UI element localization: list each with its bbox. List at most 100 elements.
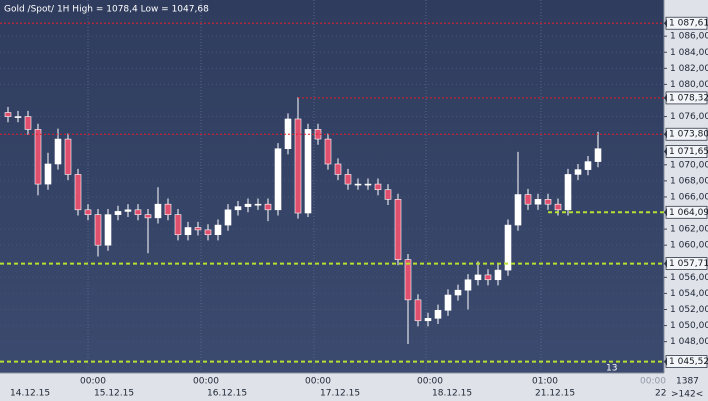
candle-body [504,224,512,271]
candle-body [74,174,82,211]
candle-body [234,206,242,211]
candle-body [374,183,382,191]
candle-body [144,214,152,219]
x-time-label: 00:00 [80,377,106,387]
candle-body [564,174,572,211]
candle-body [354,183,362,186]
candle-body [494,269,502,281]
candle-body [274,148,282,211]
level-label: 1 073,80 [669,130,708,140]
y-tick-label: 1 082,00 [670,64,708,74]
candle-body [184,227,192,236]
level-pointer [664,208,667,217]
candle-body [324,138,332,165]
level-pointer [664,19,667,28]
x-time-label: 00:00 [417,377,443,387]
candle-body [174,214,182,236]
level-label: 1 078,32 [669,93,708,103]
candle-body [294,118,302,214]
x-date-label: 14.12.15 [10,389,50,399]
level-label: 1 057,71 [669,259,708,269]
candle-body [464,279,472,291]
candle-body [594,148,602,162]
candle-body [334,163,342,175]
level-label: 1 087,61 [669,19,708,29]
y-tick-label: 1 056,00 [670,273,708,283]
y-tick-label: 1 066,00 [670,192,708,202]
candle-body [34,129,42,185]
candle-body [114,211,122,215]
level-pointer [664,93,667,102]
candle-body [64,138,72,175]
candle-body [534,199,542,205]
x-date-label: 18.12.15 [432,389,472,399]
y-tick-label: 1 048,00 [670,337,708,347]
candle-body [574,169,582,175]
y-tick-label: 1 062,00 [670,225,708,235]
level-label: 1 064,09 [669,208,708,218]
candle-body [484,274,492,281]
y-tick-label: 1 068,00 [670,176,708,186]
candle-body [4,112,12,117]
y-tick-label: 1 076,00 [670,112,708,122]
candle-body [384,189,392,200]
candle-body [164,203,172,215]
candle-body [434,309,442,319]
candle-body [104,214,112,246]
candle-body [404,259,412,301]
x-time-label: 01:00 [532,377,558,387]
x-date-label: 17.12.15 [320,389,360,399]
candle-body [214,224,222,236]
x-date-label: 21.12.15 [535,389,575,399]
candle-body [264,203,272,211]
level-pointer [664,130,667,139]
y-axis-strip [664,0,708,401]
candle-body [474,274,482,281]
candle-body [444,294,452,311]
y-tick-label: 1 060,00 [670,241,708,251]
plot-background [0,0,664,373]
corner-label: >142< [671,390,703,400]
candle-body [154,203,162,219]
candle-body [254,203,262,206]
candle-body [584,161,592,170]
candle-body [514,194,522,226]
candle-body [344,174,352,185]
x-time-label: 00:00 [640,377,666,387]
candle-body [524,194,532,205]
candle-body [194,227,202,231]
level-pointer [664,259,667,268]
candle-body [14,116,22,118]
candle-body [24,116,32,130]
candle-body [224,209,232,226]
level-pointer [664,147,667,156]
y-tick-label: 1 080,00 [670,80,708,90]
candle-body [204,229,212,236]
y-tick-label: 1 050,00 [670,321,708,331]
candle-body [544,199,552,205]
candle-body [554,203,562,211]
candle-body [244,203,252,207]
candle-body [304,129,312,214]
x-date-label: 15.12.15 [94,389,134,399]
y-tick-label: 1 052,00 [670,305,708,315]
candle-body [424,318,432,322]
candle-body [124,209,132,212]
y-tick-label: 1 084,00 [670,48,708,58]
candle-body [414,299,422,322]
candle-body [134,209,142,215]
x-date-label: 16.12.15 [207,389,247,399]
candle-body [44,163,52,185]
level-label: 1 045,52 [669,357,708,367]
level-pointer [664,357,667,366]
corner-label: 13 [606,364,617,374]
x-time-label: 00:00 [193,377,219,387]
y-tick-label: 1 054,00 [670,289,708,299]
candle-body [54,138,62,165]
chart-title: Gold /Spot/ 1H High = 1078,4 Low = 1047,… [4,5,209,15]
y-tick-label: 1 086,00 [670,32,708,42]
candle-body [364,183,372,186]
candle-body [94,214,102,246]
candle-body [454,289,462,296]
